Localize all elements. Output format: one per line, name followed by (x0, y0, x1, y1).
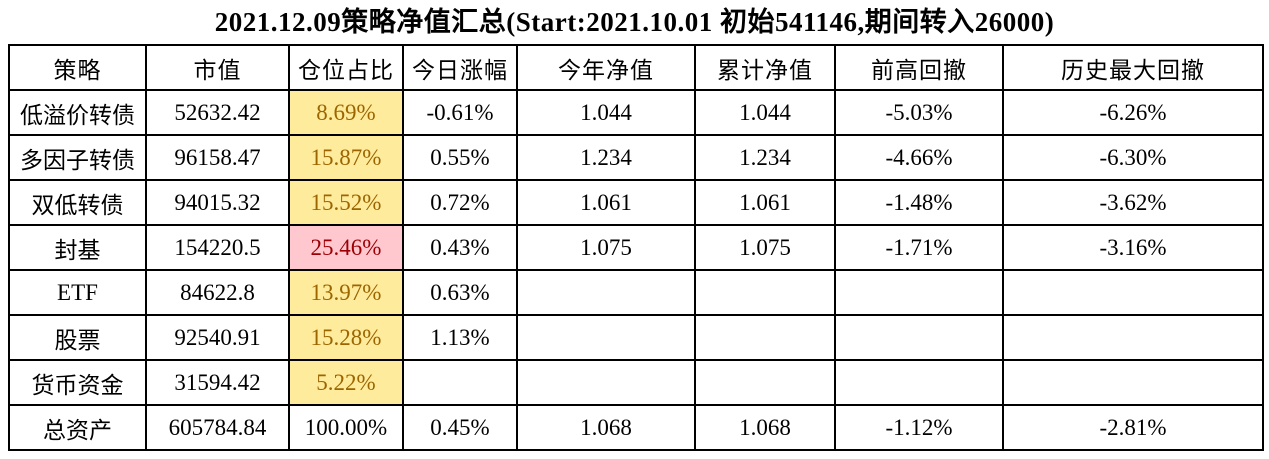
cell-strategy: ETF (8, 269, 147, 316)
cell-strategy: 封基 (8, 224, 147, 271)
cell-max-historical-drawdown (1002, 359, 1264, 406)
cell-today-change: 0.72% (402, 179, 518, 226)
cell-market-value: 52632.42 (145, 89, 290, 136)
cell-today-change (402, 359, 518, 406)
table-row-multifactor-cb: 多因子转债 96158.47 15.87% 0.55% 1.234 1.234 … (8, 134, 1264, 181)
col-header-drawdown-from-high: 前高回撤 (834, 44, 1004, 91)
cell-ytd-net-value: 1.234 (516, 134, 696, 181)
cell-today-change: -0.61% (402, 89, 518, 136)
cell-ytd-net-value: 1.075 (516, 224, 696, 271)
cell-position-ratio: 15.28% (288, 314, 404, 361)
cell-market-value: 96158.47 (145, 134, 290, 181)
cell-position-ratio: 100.00% (288, 404, 404, 451)
cell-cumulative-net-value: 1.234 (694, 134, 836, 181)
cell-strategy: 股票 (8, 314, 147, 361)
cell-today-change: 0.63% (402, 269, 518, 316)
table-row-low-premium-cb: 低溢价转债 52632.42 8.69% -0.61% 1.044 1.044 … (8, 89, 1264, 136)
table-row-etf: ETF 84622.8 13.97% 0.63% (8, 269, 1264, 316)
strategy-table: 策略 市值 仓位占比 今日涨幅 今年净值 累计净值 前高回撤 历史最大回撤 低溢… (8, 44, 1264, 451)
cell-position-ratio: 8.69% (288, 89, 404, 136)
cell-market-value: 92540.91 (145, 314, 290, 361)
table-row-money-funds: 货币资金 31594.42 5.22% (8, 359, 1264, 406)
table-row-double-low-cb: 双低转债 94015.32 15.52% 0.72% 1.061 1.061 -… (8, 179, 1264, 226)
cell-ytd-net-value (516, 359, 696, 406)
cell-ytd-net-value: 1.061 (516, 179, 696, 226)
cell-position-ratio: 5.22% (288, 359, 404, 406)
col-header-ytd-net-value: 今年净值 (516, 44, 696, 91)
table-row-stocks: 股票 92540.91 15.28% 1.13% (8, 314, 1264, 361)
cell-drawdown-from-high (834, 359, 1004, 406)
cell-max-historical-drawdown (1002, 314, 1264, 361)
cell-cumulative-net-value: 1.044 (694, 89, 836, 136)
col-header-max-historical-drawdown: 历史最大回撤 (1002, 44, 1264, 91)
cell-drawdown-from-high: -1.12% (834, 404, 1004, 451)
cell-today-change: 0.43% (402, 224, 518, 271)
cell-cumulative-net-value (694, 314, 836, 361)
cell-ytd-net-value: 1.068 (516, 404, 696, 451)
cell-drawdown-from-high (834, 314, 1004, 361)
col-header-today-change: 今日涨幅 (402, 44, 518, 91)
cell-max-historical-drawdown: -2.81% (1002, 404, 1264, 451)
cell-drawdown-from-high: -1.71% (834, 224, 1004, 271)
cell-drawdown-from-high: -4.66% (834, 134, 1004, 181)
cell-drawdown-from-high: -1.48% (834, 179, 1004, 226)
cell-max-historical-drawdown: -6.26% (1002, 89, 1264, 136)
cell-market-value: 31594.42 (145, 359, 290, 406)
cell-position-ratio: 15.52% (288, 179, 404, 226)
page-title: 2021.12.09策略净值汇总(Start:2021.10.01 初始5411… (214, 7, 1055, 37)
cell-position-ratio: 15.87% (288, 134, 404, 181)
cell-max-historical-drawdown: -6.30% (1002, 134, 1264, 181)
cell-max-historical-drawdown: -3.16% (1002, 224, 1264, 271)
table-row-closed-end-funds: 封基 154220.5 25.46% 0.43% 1.075 1.075 -1.… (8, 224, 1264, 271)
cell-position-ratio: 25.46% (288, 224, 404, 271)
cell-cumulative-net-value (694, 359, 836, 406)
col-header-strategy: 策略 (8, 44, 147, 91)
cell-max-historical-drawdown (1002, 269, 1264, 316)
cell-market-value: 84622.8 (145, 269, 290, 316)
col-header-position-ratio: 仓位占比 (288, 44, 404, 91)
col-header-cumulative-net-value: 累计净值 (694, 44, 836, 91)
cell-market-value: 94015.32 (145, 179, 290, 226)
cell-cumulative-net-value: 1.061 (694, 179, 836, 226)
cell-cumulative-net-value: 1.075 (694, 224, 836, 271)
cell-strategy: 总资产 (8, 404, 147, 451)
table-row-total-assets: 总资产 605784.84 100.00% 0.45% 1.068 1.068 … (8, 404, 1264, 451)
cell-drawdown-from-high (834, 269, 1004, 316)
cell-strategy: 多因子转债 (8, 134, 147, 181)
cell-market-value: 605784.84 (145, 404, 290, 451)
cell-today-change: 0.55% (402, 134, 518, 181)
cell-today-change: 1.13% (402, 314, 518, 361)
cell-ytd-net-value: 1.044 (516, 89, 696, 136)
cell-ytd-net-value (516, 269, 696, 316)
cell-market-value: 154220.5 (145, 224, 290, 271)
cell-max-historical-drawdown: -3.62% (1002, 179, 1264, 226)
header-row: 策略 市值 仓位占比 今日涨幅 今年净值 累计净值 前高回撤 历史最大回撤 (8, 44, 1264, 91)
cell-strategy: 货币资金 (8, 359, 147, 406)
cell-position-ratio: 13.97% (288, 269, 404, 316)
cell-cumulative-net-value: 1.068 (694, 404, 836, 451)
cell-strategy: 低溢价转债 (8, 89, 147, 136)
cell-cumulative-net-value (694, 269, 836, 316)
cell-ytd-net-value (516, 314, 696, 361)
cell-drawdown-from-high: -5.03% (834, 89, 1004, 136)
cell-strategy: 双低转债 (8, 179, 147, 226)
col-header-market-value: 市值 (145, 44, 290, 91)
cell-today-change: 0.45% (402, 404, 518, 451)
